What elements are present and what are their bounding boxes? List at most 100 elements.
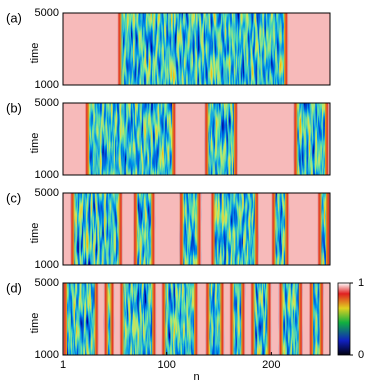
x-axis-label: n: [193, 371, 199, 383]
colorbar-tick-label: 1: [358, 277, 364, 289]
panel-label: (a): [6, 10, 22, 25]
y-tick-label: 1000: [35, 79, 59, 91]
chaotic-band: [179, 193, 202, 265]
band-texture: [119, 283, 157, 355]
band-edge: [267, 283, 272, 355]
band-texture: [293, 103, 329, 175]
band-texture: [179, 193, 202, 265]
chaotic-band: [117, 13, 289, 85]
band-texture: [205, 283, 225, 355]
band-edge: [284, 13, 289, 85]
chaotic-band: [278, 283, 303, 355]
chaotic-band: [229, 283, 246, 355]
x-tick-label: 200: [262, 359, 280, 371]
chaotic-band: [293, 103, 329, 175]
colorbar: [337, 282, 351, 356]
y-tick-label: 1000: [35, 349, 59, 361]
chaotic-band: [210, 193, 259, 265]
band-texture: [204, 103, 238, 175]
band-edge: [179, 193, 184, 265]
band-edge: [309, 283, 314, 355]
band-texture: [70, 193, 123, 265]
plot-frame: [62, 282, 331, 356]
band-edge: [197, 193, 202, 265]
band-edge: [119, 283, 124, 355]
band-edge: [94, 283, 99, 355]
band-edge: [220, 283, 225, 355]
y-tick-label: 5000: [35, 7, 59, 19]
band-edge: [250, 283, 255, 355]
band-edge: [319, 283, 324, 355]
y-tick-label: 1000: [35, 259, 59, 271]
band-edge: [278, 283, 283, 355]
chaotic-band: [63, 283, 99, 355]
chaotic-band: [161, 283, 199, 355]
band-texture: [278, 283, 303, 355]
band-texture: [117, 13, 289, 85]
chaotic-band: [204, 103, 238, 175]
plot-frame: [62, 192, 331, 266]
band-edge: [254, 193, 259, 265]
band-edge: [117, 13, 122, 85]
band-edge: [63, 283, 67, 355]
band-edge: [241, 283, 246, 355]
band-edge: [210, 193, 215, 265]
band-edge: [110, 283, 115, 355]
band-edge: [161, 283, 166, 355]
y-tick-label: 1000: [35, 169, 59, 181]
band-texture: [210, 193, 259, 265]
band-edge: [151, 193, 156, 265]
band-edge: [103, 283, 108, 355]
band-edge: [194, 283, 199, 355]
band-edge: [233, 103, 238, 175]
band-edge: [133, 193, 138, 265]
chaotic-band: [271, 193, 290, 265]
panel-label: (b): [6, 100, 22, 115]
band-texture: [133, 193, 156, 265]
band-texture: [161, 283, 199, 355]
band-edge: [271, 193, 276, 265]
panel-label: (c): [6, 190, 21, 205]
panel-label: (d): [6, 280, 22, 295]
band-texture: [84, 103, 177, 175]
band-edge: [84, 103, 89, 175]
plot-frame: [62, 12, 331, 86]
chaotic-band: [133, 193, 156, 265]
band-edge: [293, 103, 298, 175]
band-edge: [324, 103, 329, 175]
band-edge: [326, 193, 330, 265]
colorbar-tick-label: 0: [358, 349, 364, 361]
chaotic-band: [317, 193, 330, 265]
chaotic-band: [84, 103, 177, 175]
band-edge: [118, 193, 123, 265]
band-edge: [70, 193, 75, 265]
y-axis-label: time: [29, 223, 41, 244]
x-tick-label: 100: [157, 359, 175, 371]
x-tick-label: 1: [60, 359, 66, 371]
y-tick-label: 5000: [35, 187, 59, 199]
band-edge: [205, 283, 210, 355]
band-texture: [103, 283, 115, 355]
y-tick-label: 5000: [35, 277, 59, 289]
chaotic-band: [309, 283, 324, 355]
chaotic-band: [250, 283, 272, 355]
chaotic-band: [70, 193, 123, 265]
chaotic-band: [205, 283, 225, 355]
band-texture: [63, 283, 99, 355]
band-edge: [229, 283, 234, 355]
band-edge: [317, 193, 322, 265]
y-tick-label: 5000: [35, 97, 59, 109]
plot-frame: [62, 102, 331, 176]
band-edge: [285, 193, 290, 265]
y-axis-label: time: [29, 313, 41, 334]
band-edge: [152, 283, 157, 355]
y-axis-label: time: [29, 43, 41, 64]
band-texture: [250, 283, 272, 355]
band-edge: [298, 283, 303, 355]
chaotic-band: [119, 283, 157, 355]
chaotic-band: [103, 283, 115, 355]
band-edge: [204, 103, 209, 175]
y-axis-label: time: [29, 133, 41, 154]
band-edge: [172, 103, 177, 175]
